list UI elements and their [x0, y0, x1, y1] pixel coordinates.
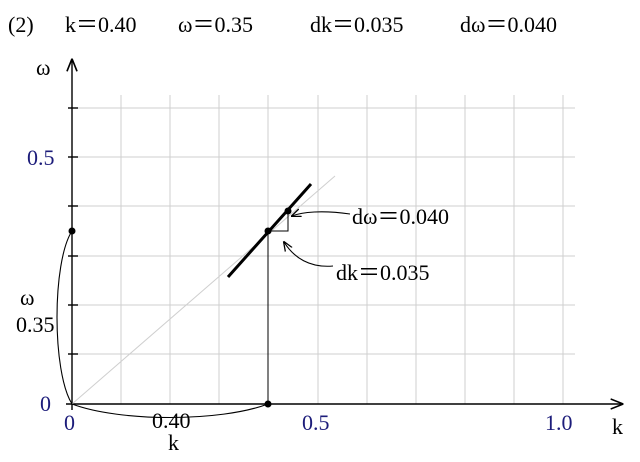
axes — [66, 60, 622, 410]
x-axis-label: k — [612, 414, 623, 439]
k-name: k — [168, 430, 179, 455]
header-param: k＝0.40 — [65, 12, 137, 37]
y-origin-label: 0 — [40, 391, 51, 416]
increment-box — [268, 211, 289, 232]
d-omega-label: dω＝0.040 — [352, 204, 449, 229]
header-param: dω＝0.040 — [460, 12, 557, 37]
k-value: 0.40 — [152, 408, 191, 433]
x-tick-label: 1.0 — [545, 410, 573, 435]
header-param: ω＝0.35 — [178, 12, 253, 37]
x-tick-label: 0.5 — [302, 410, 330, 435]
origin-line — [71, 175, 336, 405]
header-label: (2) — [8, 12, 34, 37]
y-axis-label: ω — [36, 55, 50, 80]
omega-name: ω — [20, 285, 34, 310]
y-tick-label: 0.5 — [27, 145, 55, 170]
omega-value: 0.35 — [16, 312, 55, 337]
grid — [72, 95, 575, 404]
header-param: dk＝0.035 — [310, 12, 404, 37]
d-k-label: dk＝0.035 — [336, 260, 430, 285]
x-origin-label: 0 — [64, 410, 75, 435]
connectors — [56, 212, 351, 418]
